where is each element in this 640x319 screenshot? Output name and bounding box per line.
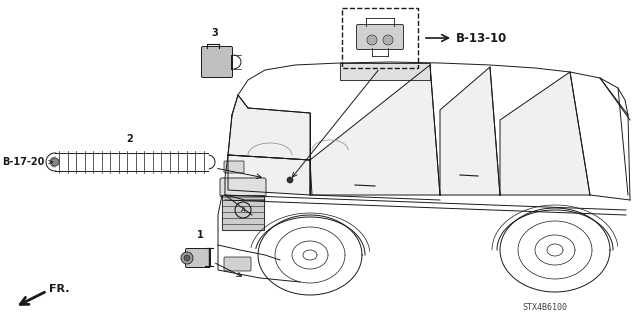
Text: 2: 2 (127, 134, 133, 144)
FancyBboxPatch shape (202, 47, 232, 78)
Polygon shape (222, 195, 264, 230)
Polygon shape (228, 155, 310, 195)
FancyBboxPatch shape (220, 178, 266, 197)
Polygon shape (440, 67, 500, 195)
Text: A: A (241, 207, 245, 213)
Bar (342, 8, 418, 68)
Polygon shape (340, 63, 430, 80)
Polygon shape (500, 72, 590, 195)
FancyBboxPatch shape (356, 25, 403, 49)
Circle shape (51, 158, 59, 166)
Circle shape (287, 177, 293, 183)
FancyBboxPatch shape (224, 161, 244, 173)
Circle shape (367, 35, 377, 45)
FancyBboxPatch shape (224, 257, 251, 271)
Circle shape (181, 252, 193, 264)
Circle shape (383, 35, 393, 45)
Text: B-17-20: B-17-20 (2, 157, 44, 167)
Polygon shape (310, 65, 440, 195)
FancyBboxPatch shape (186, 249, 211, 268)
Circle shape (184, 255, 190, 261)
Polygon shape (228, 95, 310, 160)
Text: 1: 1 (196, 230, 204, 240)
Text: B-13-10: B-13-10 (456, 32, 508, 44)
Text: 3: 3 (212, 28, 218, 38)
Text: FR.: FR. (49, 284, 70, 294)
Text: STX4B6100: STX4B6100 (522, 303, 568, 313)
